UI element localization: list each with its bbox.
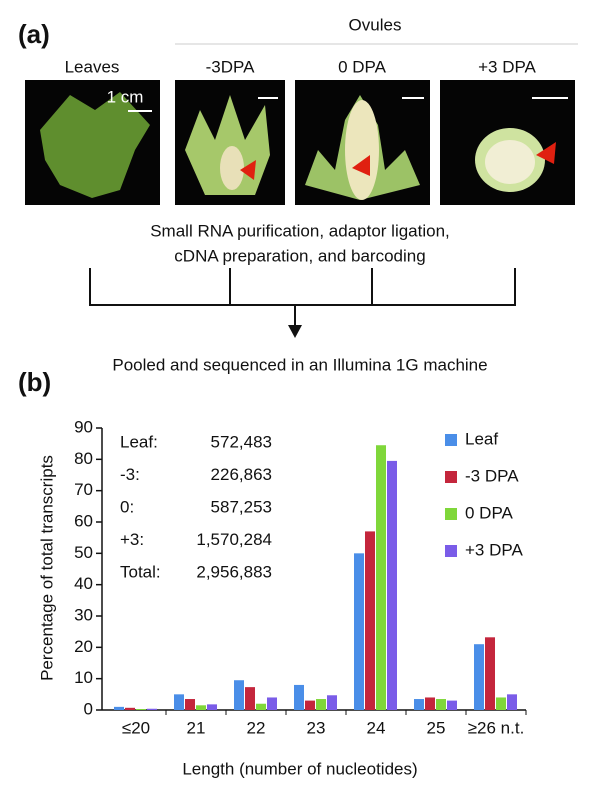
x-tick-label: 25 (427, 718, 446, 737)
y-tick-label: 90 (74, 417, 93, 436)
bar (354, 553, 364, 710)
x-tick-label: 21 (187, 718, 206, 737)
y-tick-label: 50 (74, 543, 93, 562)
bar (136, 709, 146, 710)
photos (25, 80, 575, 205)
bar (234, 680, 244, 710)
count-value: 572,483 (211, 432, 272, 451)
bar (425, 697, 435, 710)
bar (256, 703, 266, 710)
y-tick-label: 0 (84, 699, 93, 718)
bar (365, 531, 375, 710)
sample-label: 0 DPA (338, 57, 387, 76)
ovule-core (220, 146, 244, 190)
y-tick-label: 70 (74, 480, 93, 499)
legend-label: -3 DPA (465, 466, 519, 485)
bar (414, 699, 424, 710)
group-label: Ovules (349, 15, 402, 34)
y-tick-label: 60 (74, 511, 93, 530)
bar (267, 697, 277, 710)
final-text: Pooled and sequenced in an Illumina 1G m… (112, 355, 487, 374)
legend-label: +3 DPA (465, 540, 523, 559)
bar (294, 684, 304, 710)
x-tick-label: 23 (307, 718, 326, 737)
y-tick-label: 10 (74, 668, 93, 687)
x-tick-label: ≤20 (122, 718, 150, 737)
x-axis-title: Length (number of nucleotides) (182, 759, 417, 778)
bar (327, 695, 337, 710)
panel-label: (a) (18, 19, 50, 49)
count-value: 1,570,284 (196, 530, 272, 549)
step-text: Small RNA purification, adaptor ligation… (150, 221, 450, 240)
count-label: Total: (120, 562, 161, 581)
legend-swatch (445, 545, 457, 557)
legend-label: 0 DPA (465, 503, 514, 522)
count-value: 587,253 (211, 497, 272, 516)
x-tick-label: 24 (367, 718, 386, 737)
bar (196, 705, 206, 710)
bar (185, 699, 195, 710)
bar (125, 707, 135, 710)
x-tick-label: 22 (247, 718, 266, 737)
count-label: -3: (120, 465, 140, 484)
legend-swatch (445, 434, 457, 446)
y-tick-label: 40 (74, 574, 93, 593)
bar (496, 697, 506, 710)
bracket (89, 268, 516, 333)
y-tick-label: 20 (74, 637, 93, 656)
leaf (40, 92, 150, 198)
bar (174, 694, 184, 710)
panel-label: (b) (18, 367, 51, 397)
bar (305, 700, 315, 710)
arrowhead (536, 142, 556, 164)
count-label: +3: (120, 530, 144, 549)
bar (207, 704, 217, 710)
bar (316, 699, 326, 710)
x-tick-label: ≥26 n.t. (468, 718, 525, 737)
bar (245, 687, 255, 710)
count-value: 226,863 (211, 465, 272, 484)
y-tick-label: 80 (74, 449, 93, 468)
bar (485, 637, 495, 710)
bar (147, 708, 157, 710)
bar (387, 460, 397, 710)
bar (376, 445, 386, 710)
bar (474, 644, 484, 710)
step-text: cDNA preparation, and barcoding (174, 246, 425, 265)
legend-swatch (445, 508, 457, 520)
y-tick-label: 30 (74, 605, 93, 624)
arrowhead (352, 155, 370, 176)
count-label: 0: (120, 497, 134, 516)
bar (507, 694, 517, 710)
count-value: 2,956,883 (196, 562, 272, 581)
sample-label: -3DPA (206, 57, 255, 76)
y-axis-title: Percentage of total transcripts (37, 455, 56, 681)
bar (114, 706, 124, 710)
legend-label: Leaf (465, 429, 498, 448)
scale-label: 1 cm (107, 87, 144, 106)
sample-label: Leaves (65, 57, 120, 76)
legend-swatch (445, 471, 457, 483)
bar (436, 699, 446, 710)
ovule-core (345, 100, 379, 200)
ovule-core (485, 140, 535, 184)
count-label: Leaf: (120, 432, 158, 451)
arrowhead (288, 325, 302, 338)
bar (447, 700, 457, 710)
arrowhead (240, 160, 256, 180)
sample-label: +3 DPA (478, 57, 536, 76)
pooling-bracket (89, 268, 516, 333)
